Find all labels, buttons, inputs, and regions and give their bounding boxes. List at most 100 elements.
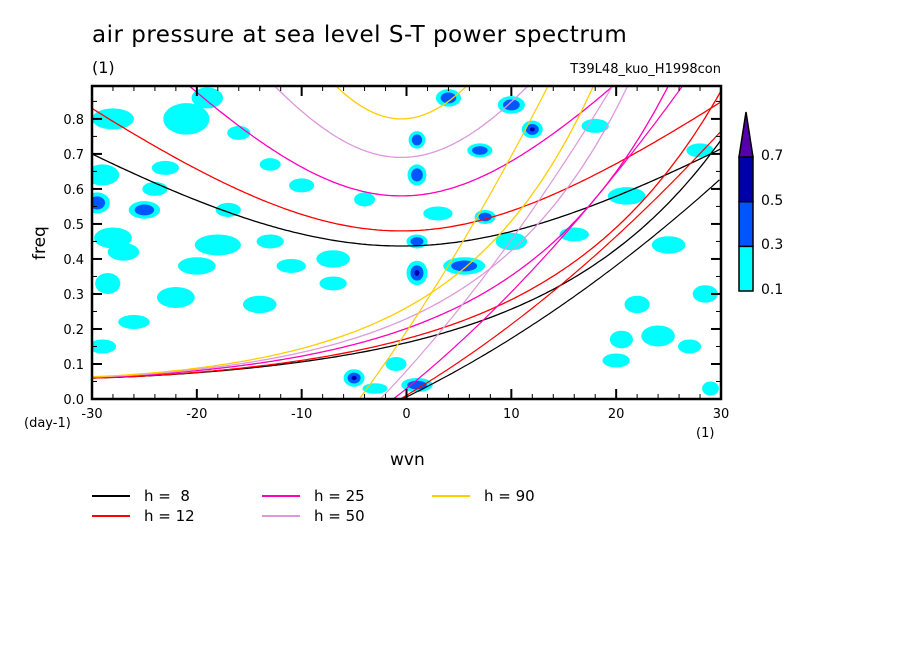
power-blob-level-3	[529, 127, 535, 132]
ig-curve-50	[273, 86, 529, 159]
colorbar-segment	[738, 200, 754, 248]
x-axis-label: wvn	[390, 450, 425, 470]
colorbar-label: 0.1	[761, 282, 784, 298]
power-blob-level-1	[177, 257, 216, 275]
power-blob-level-1	[702, 381, 719, 396]
kelvin-curve-12	[92, 90, 721, 379]
power-blob-level-1	[242, 295, 277, 314]
x-tick-label: 30	[713, 407, 730, 422]
power-blob-level-2	[472, 146, 488, 155]
legend-item: h = 8	[92, 487, 190, 505]
power-blob-level-1	[581, 118, 609, 133]
legend-label: h = 12	[144, 507, 195, 525]
kelvin-curve-90	[92, 86, 595, 378]
power-blob-level-2	[410, 237, 424, 246]
power-blob-level-2	[440, 92, 457, 104]
power-blob-level-2	[411, 168, 423, 182]
power-blob-level-1	[316, 250, 350, 268]
power-blob-level-1	[319, 276, 347, 291]
x-tick-label: 20	[608, 407, 625, 422]
ig-curve-12	[92, 101, 721, 232]
power-blob-level-1	[215, 202, 241, 217]
legend-item: h = 25	[262, 487, 365, 505]
legend-swatch	[92, 515, 130, 517]
legend-label: h = 25	[314, 487, 365, 505]
y-tick-label: 0.0	[63, 393, 84, 408]
legend-label: h = 50	[314, 507, 365, 525]
power-blob-level-1	[142, 181, 168, 196]
power-blob-level-1	[276, 258, 306, 273]
power-blob-level-1	[609, 330, 633, 349]
power-blob-level-1	[92, 108, 134, 130]
power-blob-level-1	[163, 103, 210, 135]
legend-swatch	[262, 495, 300, 497]
legend-swatch	[262, 515, 300, 517]
power-blob-level-1	[495, 232, 528, 251]
power-blob-level-1	[156, 286, 195, 308]
x-tick-label: -20	[186, 407, 207, 422]
power-blob-level-2	[451, 260, 478, 272]
chart-subtitle: (1)	[92, 58, 115, 77]
power-blob-level-1	[423, 206, 453, 221]
power-blob-level-1	[289, 178, 315, 193]
dispersion-curves	[92, 86, 721, 399]
y-tick-label: 0.2	[63, 323, 84, 338]
power-blob-level-1	[651, 236, 686, 254]
mrg-curve-90	[358, 86, 549, 399]
kelvin-curve-50	[92, 86, 629, 378]
y-tick-label: 0.3	[63, 288, 84, 303]
ig-curve-25	[188, 86, 615, 197]
power-blob-level-1	[354, 192, 376, 207]
colorbar-label: 0.3	[761, 237, 784, 254]
colorbar-label: 0.7	[761, 148, 784, 164]
power-blob-level-1	[94, 227, 132, 249]
legend-swatch	[432, 495, 470, 497]
ig-curve-90	[334, 86, 468, 120]
power-blob-level-2	[502, 99, 520, 111]
power-blob-level-1	[95, 272, 121, 294]
colorbar-extend-triangle	[738, 111, 754, 158]
colorbar-segment	[738, 245, 754, 292]
power-blob-level-1	[151, 160, 180, 175]
power-blob-level-1	[624, 295, 650, 314]
power-blob-level-3	[414, 270, 420, 276]
power-blob-level-2	[134, 204, 155, 216]
power-blob-level-3	[351, 375, 357, 381]
y-tick-label: 0.8	[63, 113, 84, 128]
power-blob-level-2	[478, 212, 492, 222]
x-axis-unit: (1)	[696, 426, 715, 441]
x-tick-label: -10	[291, 407, 312, 422]
power-blob-level-1	[259, 158, 281, 171]
power-blob-level-1	[107, 243, 140, 261]
colorbar-segment	[738, 156, 754, 203]
mrg-curve-50	[379, 86, 614, 399]
power-blob-level-1	[92, 164, 120, 186]
power-blob-level-1	[191, 87, 224, 109]
ig-curve-8	[92, 148, 721, 247]
power-blob-level-1	[607, 187, 646, 205]
mrg-curve-8	[402, 179, 720, 399]
x-tick-label: -30	[81, 407, 102, 422]
y-tick-label: 0.4	[63, 253, 84, 268]
axis-ticks: -30 -20 -10 0 10 20 30 0.0 0.1 0.2 0.3 0.4 0.5 0.6 0.7…	[63, 86, 729, 422]
power-blob-level-2	[411, 134, 423, 146]
power-blob-level-1	[385, 356, 407, 371]
power-blob-level-1	[692, 285, 718, 303]
run-name: T39L48_kuo_H1998con	[570, 62, 721, 77]
mrg-curve-12	[399, 131, 721, 399]
power-blob-level-1	[194, 234, 241, 256]
y-tick-label: 0.5	[63, 218, 84, 233]
kelvin-curve-25	[92, 86, 669, 378]
colorbar	[738, 111, 754, 292]
legend-label: h = 90	[484, 487, 535, 505]
power-blob-level-1	[118, 314, 150, 329]
y-axis-unit: (day-1)	[24, 416, 71, 431]
power-contours	[92, 87, 719, 396]
y-tick-label: 0.6	[63, 183, 84, 198]
mrg-curve-25	[393, 86, 684, 399]
power-blob-level-1	[256, 234, 284, 249]
x-tick-label: 10	[503, 407, 520, 422]
power-blob-level-1	[362, 383, 388, 394]
power-blob-level-1	[641, 325, 675, 347]
legend-item: h = 12	[92, 507, 195, 525]
